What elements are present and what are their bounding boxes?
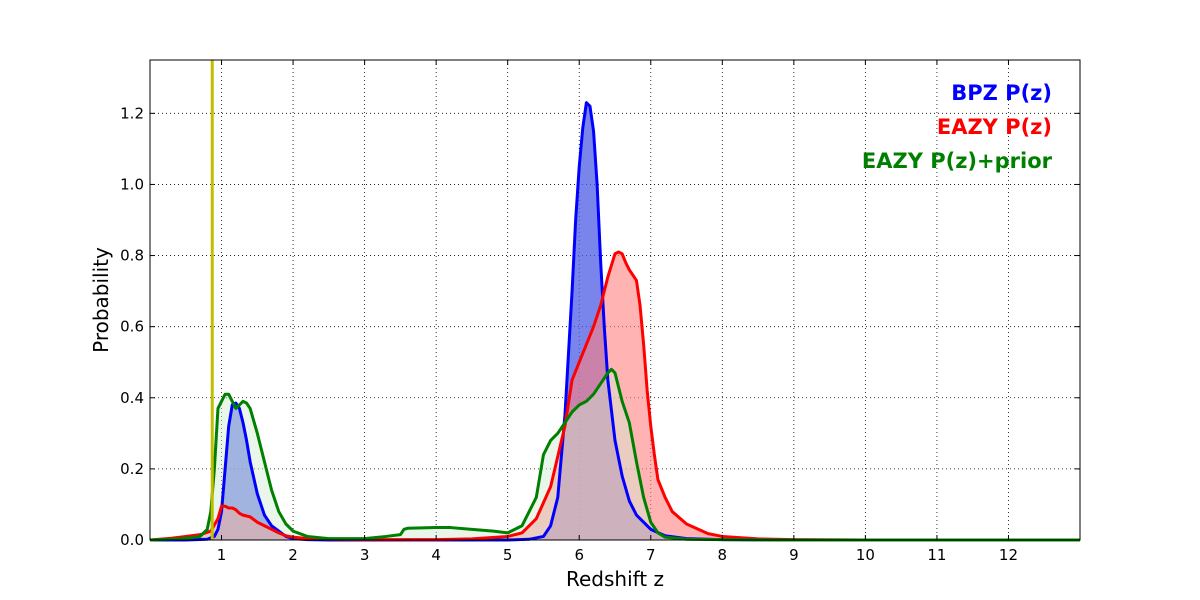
legend-entry-bpz-p-z: BPZ P(z) <box>951 81 1052 105</box>
x-tick-label: 11 <box>927 546 946 564</box>
x-tick-label: 10 <box>856 546 875 564</box>
y-tick-label: 1.0 <box>120 175 144 193</box>
bpz-p-z-line <box>150 101 1080 542</box>
y-tick-label: 0.2 <box>120 460 144 478</box>
series-lines <box>149 101 1080 542</box>
x-tick-label: 1 <box>217 546 227 564</box>
legend-entry-eazy-p-z-prior: EAZY P(z)+prior <box>862 149 1053 173</box>
x-tick-label: 4 <box>431 546 441 564</box>
x-tick-label: 5 <box>503 546 513 564</box>
x-tick-label: 7 <box>646 546 656 564</box>
axis-ticks <box>150 60 1080 541</box>
x-tick-label: 9 <box>789 546 799 564</box>
eazy-p-z-fill <box>150 252 1080 540</box>
series-fills <box>150 102 1080 541</box>
x-tick-label: 6 <box>574 546 584 564</box>
tick-labels: 1 2 3 4 5 6 7 8 9 10 11 120.00.20.40.60.81.01.2 <box>120 104 1018 564</box>
eazy-p-z-prior-fill <box>150 369 1080 540</box>
x-tick-label: 3 <box>360 546 370 564</box>
y-tick-label: 0.4 <box>120 389 144 407</box>
eazy-p-z-line <box>149 250 1080 542</box>
y-tick-label: 0.0 <box>120 531 144 549</box>
eazy-p-z-prior-line <box>149 367 1080 542</box>
plot-frame <box>149 59 1081 541</box>
legend-entry-eazy-p-z: EAZY P(z) <box>937 115 1052 139</box>
x-axis-label: Redshift z <box>566 567 664 591</box>
x-tick-label: 8 <box>718 546 728 564</box>
y-tick-label: 0.8 <box>120 247 144 265</box>
x-tick-label: 12 <box>999 546 1018 564</box>
legend: BPZ P(z) EAZY P(z) EAZY P(z)+prior <box>862 81 1053 173</box>
x-tick-label: 2 <box>288 546 298 564</box>
y-tick-label: 1.2 <box>120 104 144 122</box>
y-tick-label: 0.6 <box>120 318 144 336</box>
y-axis-label: Probability <box>89 247 113 353</box>
